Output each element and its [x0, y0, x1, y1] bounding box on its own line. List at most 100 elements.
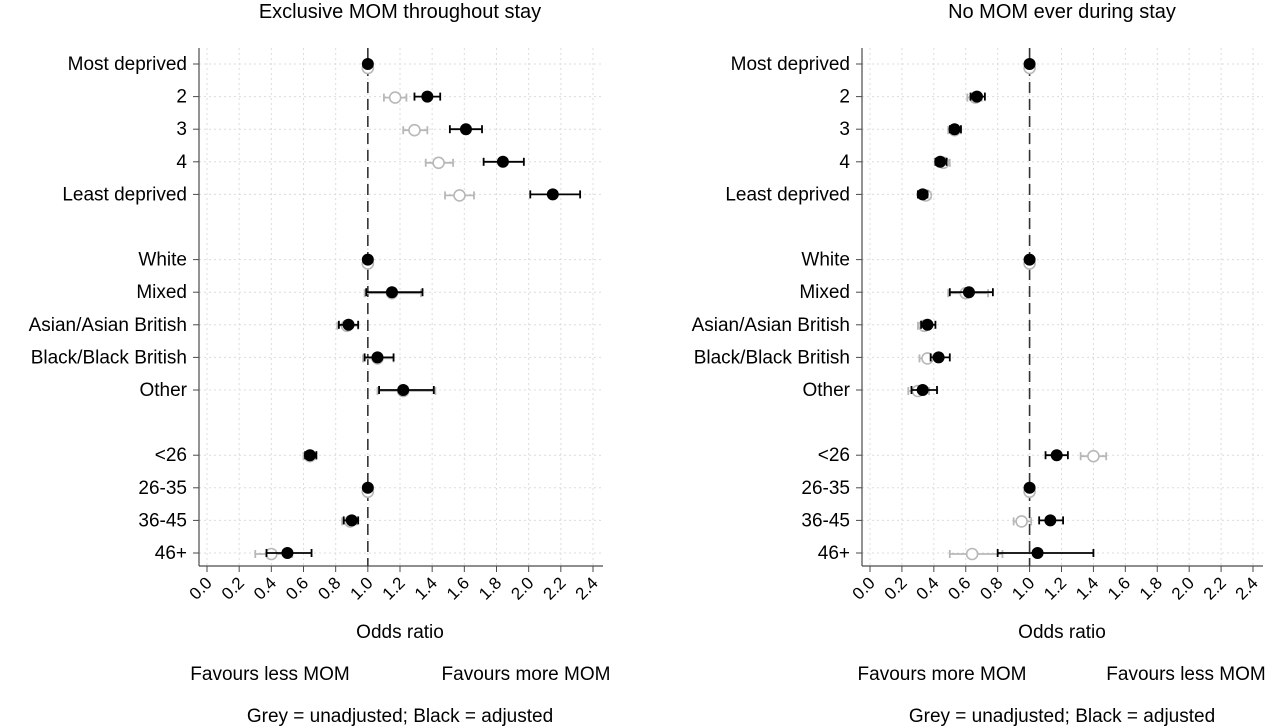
x-tick-label: 1.8	[1136, 573, 1166, 603]
y-category-label: Other	[139, 380, 187, 401]
point-unadjusted	[265, 547, 278, 561]
y-category-label: 36-45	[801, 510, 850, 531]
point-adjusted	[421, 90, 434, 103]
point-adjusted	[1031, 547, 1044, 559]
y-category-label: Asian/Asian British	[29, 315, 187, 336]
right-favours-note: Favours less MOM	[1106, 664, 1265, 685]
point-adjusted	[361, 253, 374, 266]
legend-footer-note: Grey = unadjusted; Black = adjusted	[247, 706, 553, 727]
x-tick-label: 0.0	[849, 573, 879, 603]
point-adjusted	[970, 90, 983, 103]
point-unadjusted	[408, 123, 421, 137]
x-tick-label: 0.2	[881, 573, 911, 603]
y-category-label: 2	[839, 87, 850, 108]
x-tick-label: 2.0	[507, 573, 537, 603]
y-category-label: Mixed	[799, 282, 850, 303]
point-adjusted	[921, 318, 934, 331]
point-adjusted	[345, 514, 358, 527]
x-tick-label: 1.0	[1008, 573, 1038, 603]
y-category-label: Black/Black British	[31, 347, 187, 368]
x-tick-label: 0.8	[976, 573, 1006, 603]
point-adjusted	[361, 58, 374, 70]
point-unadjusted	[432, 156, 445, 170]
y-category-label: 26-35	[801, 478, 850, 499]
x-axis-title: Odds ratio	[356, 622, 444, 643]
y-category-label: Most deprived	[68, 54, 187, 75]
y-category-label: Asian/Asian British	[692, 315, 850, 336]
y-category-label: 46+	[155, 543, 187, 564]
point-adjusted	[1023, 481, 1036, 494]
point-adjusted	[281, 547, 294, 559]
point-adjusted	[916, 188, 929, 201]
y-category-label: 36-45	[138, 510, 187, 531]
point-adjusted	[934, 155, 947, 168]
point-adjusted	[496, 155, 509, 168]
point-adjusted	[546, 188, 559, 201]
y-category-label: 2	[176, 87, 187, 108]
point-adjusted	[948, 123, 961, 136]
y-category-label: <26	[818, 445, 850, 466]
x-tick-label: 2.2	[1200, 573, 1230, 603]
x-tick-label: 1.4	[411, 573, 441, 603]
x-tick-label: 0.6	[282, 573, 312, 603]
y-category-label: Black/Black British	[694, 347, 850, 368]
x-axis-title: Odds ratio	[1018, 622, 1106, 643]
point-adjusted	[1050, 449, 1063, 462]
point-adjusted	[916, 384, 929, 396]
x-tick-label: 2.2	[540, 573, 570, 603]
point-adjusted	[303, 449, 316, 462]
x-tick-label: 1.2	[1040, 573, 1070, 603]
point-adjusted	[932, 351, 945, 364]
x-tick-label: 2.0	[1168, 573, 1198, 603]
y-category-label: White	[801, 250, 850, 271]
point-adjusted	[459, 123, 472, 136]
point-adjusted	[385, 286, 398, 299]
x-tick-label: 0.8	[314, 573, 344, 603]
left-favours-note: Favours more MOM	[858, 664, 1027, 685]
y-category-label: Least deprived	[62, 184, 187, 205]
point-unadjusted	[388, 91, 402, 104]
x-tick-label: 1.0	[347, 573, 377, 603]
point-adjusted	[361, 481, 374, 494]
point-adjusted	[1023, 253, 1036, 266]
point-unadjusted	[1015, 515, 1028, 528]
x-tick-label: 1.6	[443, 573, 473, 603]
point-adjusted	[962, 286, 975, 299]
x-tick-label: 1.6	[1104, 573, 1134, 603]
y-category-label: 3	[839, 119, 850, 140]
y-category-label: 3	[176, 119, 187, 140]
y-category-label: 46+	[818, 543, 850, 564]
legend-footer-note: Grey = unadjusted; Black = adjusted	[909, 706, 1215, 727]
x-tick-label: 0.6	[944, 573, 974, 603]
point-unadjusted	[965, 547, 979, 561]
y-category-label: 4	[176, 152, 187, 173]
point-unadjusted	[453, 189, 466, 202]
y-category-label: 4	[839, 152, 850, 173]
point-unadjusted	[1087, 449, 1100, 463]
panel-1	[193, 48, 603, 572]
y-category-label: <26	[155, 445, 187, 466]
point-adjusted	[371, 351, 384, 364]
left-favours-note: Favours less MOM	[190, 664, 349, 685]
point-adjusted	[397, 384, 410, 396]
x-tick-label: 1.2	[379, 573, 409, 603]
x-tick-label: 0.0	[186, 573, 216, 603]
y-category-label: 26-35	[138, 478, 187, 499]
x-tick-label: 1.4	[1072, 573, 1102, 603]
right-favours-note: Favours more MOM	[442, 664, 611, 685]
x-tick-label: 0.4	[250, 573, 280, 603]
panel-title: No MOM ever during stay	[948, 1, 1176, 23]
x-tick-label: 1.8	[475, 573, 505, 603]
x-tick-label: 2.4	[572, 573, 602, 603]
panel-2	[856, 48, 1263, 572]
panel-title: Exclusive MOM throughout stay	[259, 1, 541, 23]
x-tick-label: 0.2	[218, 573, 248, 603]
x-tick-label: 2.4	[1232, 573, 1262, 603]
y-category-label: Least deprived	[725, 184, 850, 205]
x-tick-label: 0.4	[913, 573, 943, 603]
y-category-label: Mixed	[136, 282, 187, 303]
point-adjusted	[1023, 58, 1036, 70]
point-adjusted	[1044, 514, 1057, 527]
point-adjusted	[342, 318, 355, 331]
